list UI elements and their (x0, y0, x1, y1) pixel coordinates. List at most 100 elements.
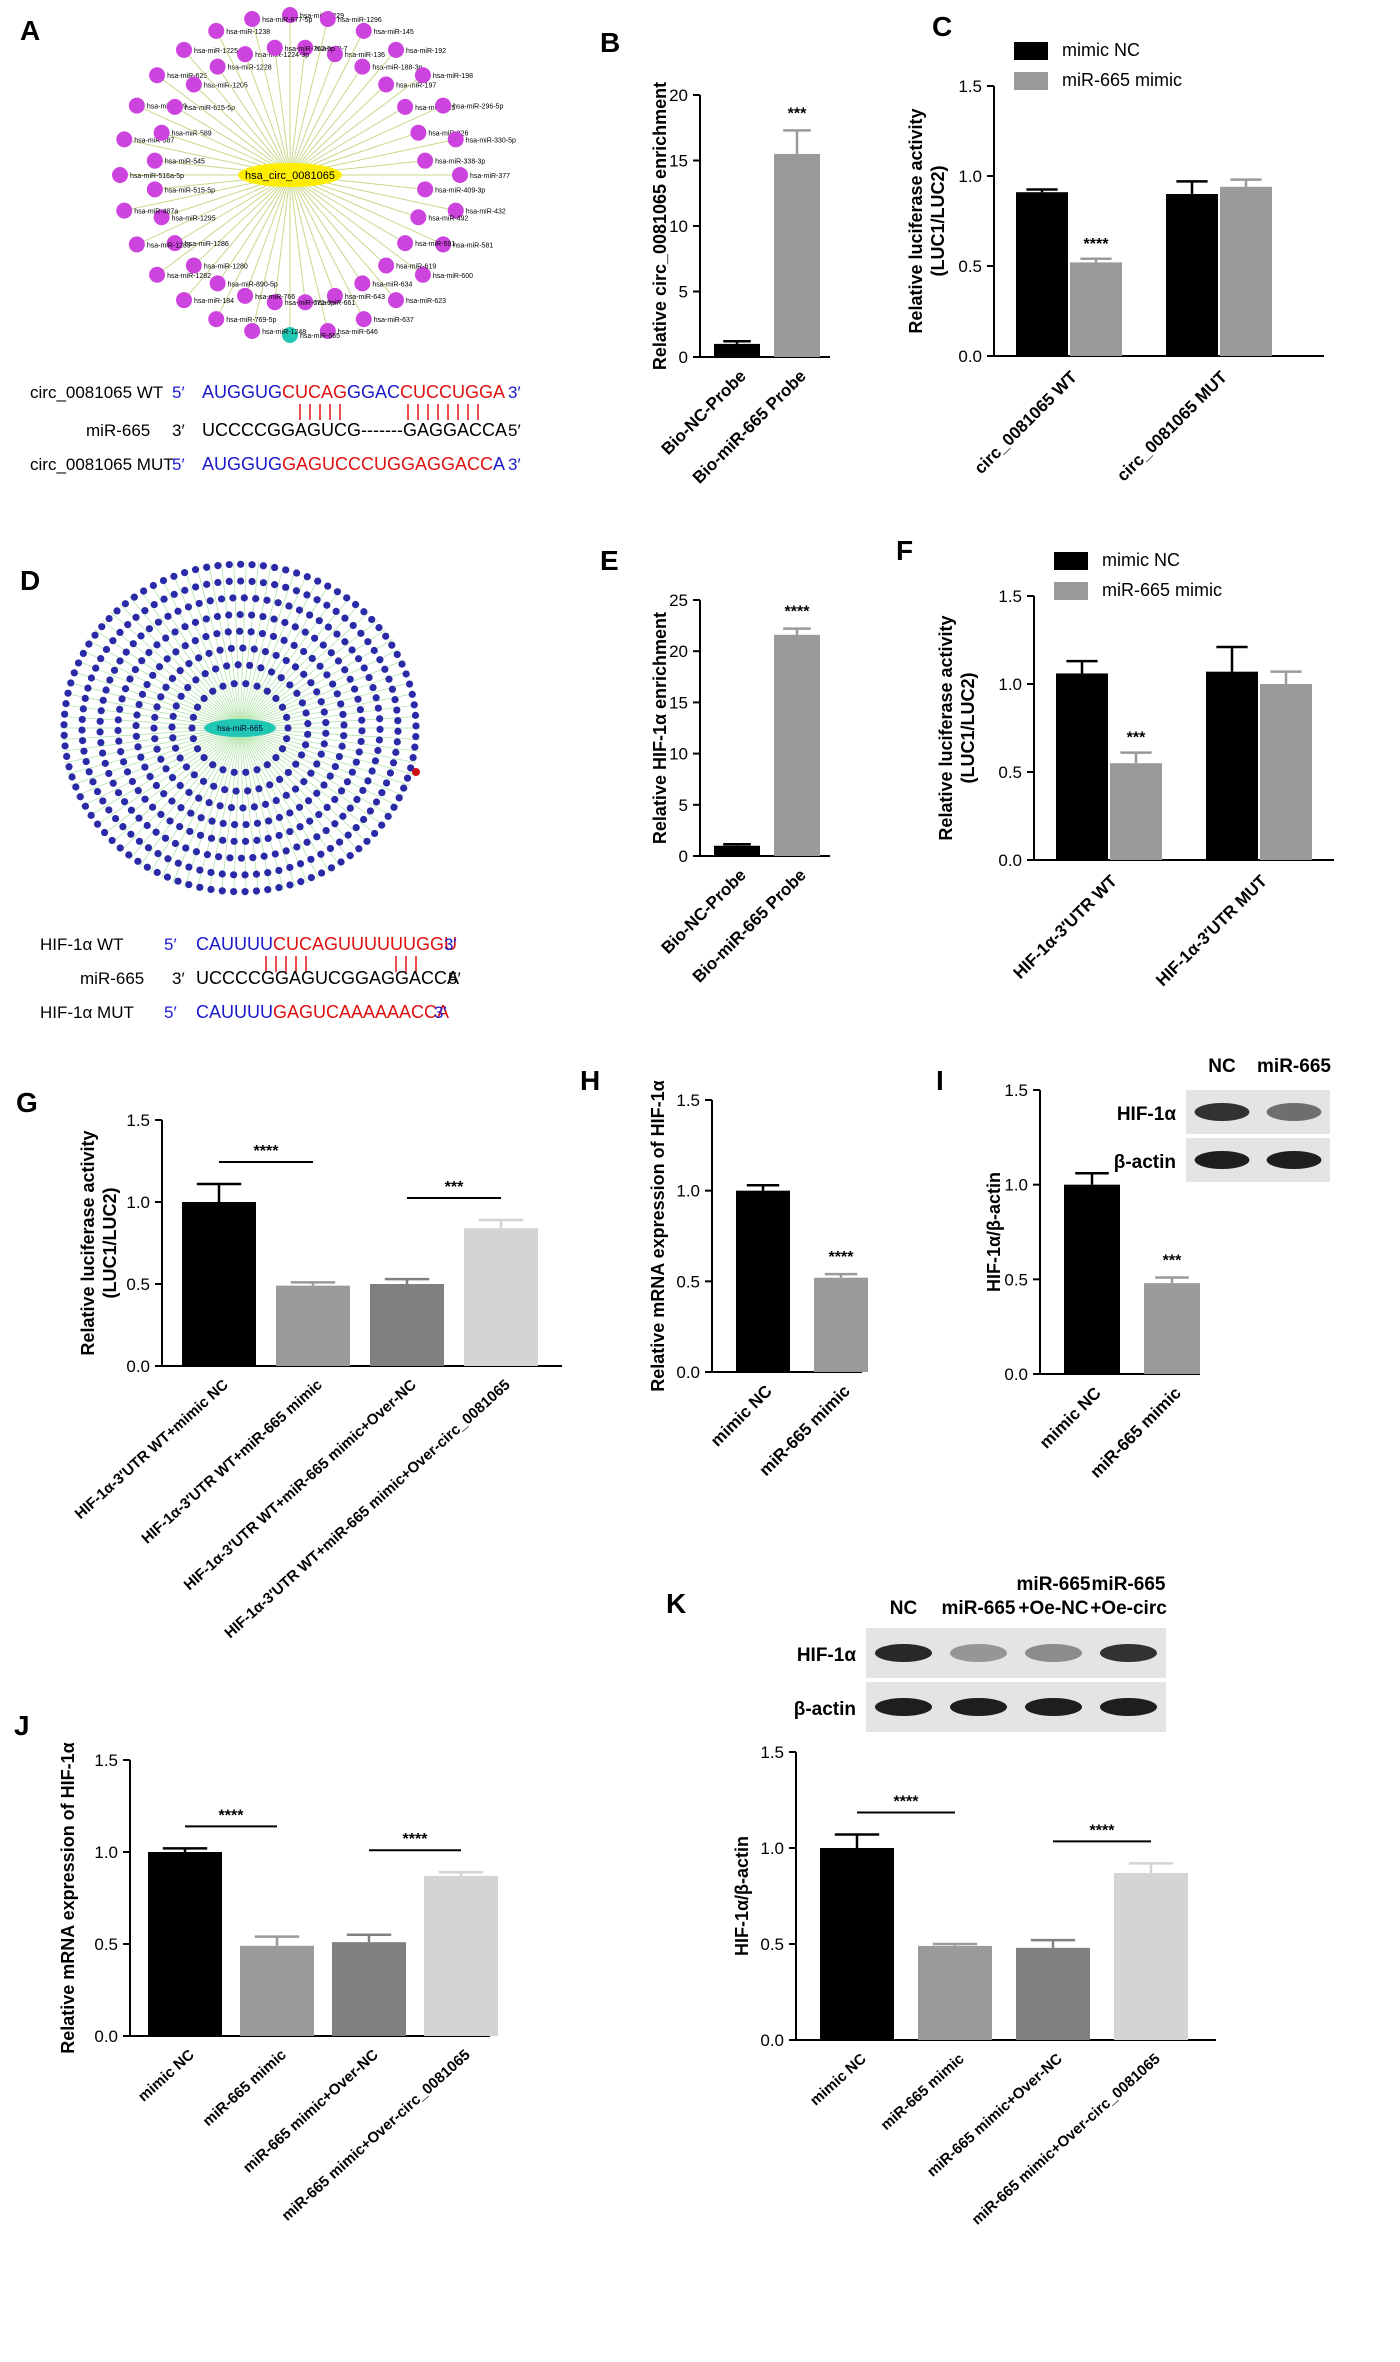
network-d-node (151, 735, 159, 743)
y-tick-label: 0.5 (998, 763, 1022, 782)
network-d-node (275, 884, 283, 892)
legend-swatch (1054, 552, 1088, 570)
network-d-node (225, 577, 233, 585)
network-d-node (341, 614, 349, 622)
y-tick-label: 0.5 (760, 1935, 784, 1954)
network-a-node (297, 39, 314, 56)
network-d-node (412, 722, 420, 730)
network-d-node (152, 828, 160, 836)
bar (276, 1285, 350, 1366)
network-d-node (81, 694, 89, 703)
network-d-node (307, 769, 315, 777)
seq-d-mir-label: miR-665 (80, 969, 144, 988)
network-a-center (238, 163, 342, 187)
network-d-edge (239, 727, 410, 786)
network-d-node (384, 812, 392, 820)
network-d-node (155, 663, 164, 671)
network-d-node (60, 731, 68, 739)
network-d-node (333, 690, 341, 698)
network-d-edge (239, 670, 410, 729)
network-d-edge (172, 572, 241, 729)
network-d-node (137, 753, 145, 761)
x-category-label: Bio-miR-665 Probe (689, 366, 810, 487)
network-d-node (70, 669, 78, 677)
network-d-node (123, 768, 132, 776)
y-tick-label: 1.5 (1004, 1081, 1028, 1100)
network-d-node (190, 771, 198, 779)
network-d-node (255, 785, 263, 793)
network-d-node (323, 803, 331, 811)
network-a-edge (289, 66, 363, 176)
network-d-edge (139, 589, 241, 729)
network-d-node (337, 858, 345, 866)
network-d-node (331, 795, 339, 804)
network-d-node (114, 789, 123, 797)
network-d-node (143, 863, 151, 871)
network-d-node (352, 823, 360, 832)
network-d-node (339, 710, 347, 719)
network-d-node (105, 769, 113, 778)
seq-a-mir-5: 5′ (508, 421, 521, 440)
network-d-node (313, 789, 321, 797)
seq-d-wt-blue: CAUUUU (196, 934, 273, 954)
significance-label: *** (1163, 1252, 1182, 1269)
network-d-node (374, 746, 382, 755)
network-d-node (106, 676, 114, 684)
network-d-node (219, 836, 227, 844)
network-d-node (132, 722, 140, 730)
network-d-node (84, 684, 92, 692)
network-d-node (278, 703, 287, 711)
network-a-node (128, 236, 145, 253)
seq-a-mir-3: 3′ (172, 421, 185, 440)
network-d-node (340, 721, 348, 729)
network-a-node (417, 181, 434, 198)
network-a-node (237, 46, 254, 63)
network-d-node (171, 839, 180, 848)
chart-f: 0.0 0.5 1.0 1.5 Relative luciferase activity… (936, 550, 1334, 990)
network-d-node (253, 819, 262, 827)
network-d-node (374, 704, 382, 712)
chart-e: 0 5 10 15 20 25 Relative HIF-1α enrichment Bio-… (650, 591, 830, 986)
y-tick-label: 0.5 (676, 1272, 700, 1291)
y-tick-label: 20 (669, 642, 688, 661)
network-d-edge (80, 649, 241, 729)
network-d-node (149, 803, 157, 811)
network-d-node (172, 702, 180, 710)
network-d-edge (110, 611, 241, 729)
y-tick-label: 5 (679, 283, 688, 302)
network-a-node (397, 235, 414, 252)
network-a-edge (289, 174, 387, 266)
network-d-node (381, 665, 389, 673)
network-d-node (116, 657, 124, 665)
network-d-node (382, 632, 390, 640)
y-tick-label: 0.0 (94, 2027, 118, 2046)
network-d-node (127, 806, 136, 814)
network-d-node (181, 569, 189, 577)
network-d-node (192, 676, 200, 684)
network-d-node (213, 630, 221, 638)
network-d-edge (239, 611, 370, 729)
network-a-node (166, 235, 183, 252)
network-d-edge (239, 727, 352, 861)
network-d-node (218, 887, 226, 895)
network-d-node (79, 649, 87, 657)
network-d-node (247, 611, 256, 619)
network-d-node (376, 715, 384, 723)
network-d-node (326, 844, 335, 853)
network-d-node (134, 743, 142, 751)
network-d-edge (80, 727, 241, 807)
network-d-node (253, 682, 261, 690)
seq-a-wt-5: 5′ (172, 383, 185, 402)
network-d-node (208, 817, 216, 825)
seq-d-mir-3: 3′ (172, 969, 185, 988)
network-a-edge (274, 174, 291, 303)
network-d-node (280, 636, 288, 645)
network-a-edge (183, 174, 291, 301)
network-d-node (143, 680, 151, 689)
seq-d-mut-label: HIF-1α MUT (40, 1003, 134, 1022)
panel-letter-h: H (580, 1065, 600, 1096)
network-a-edge (217, 66, 291, 176)
network-a-node-label: hsa-miR-136 (345, 52, 385, 59)
y-tick-label: 15 (669, 693, 688, 712)
network-d-node (346, 675, 354, 683)
